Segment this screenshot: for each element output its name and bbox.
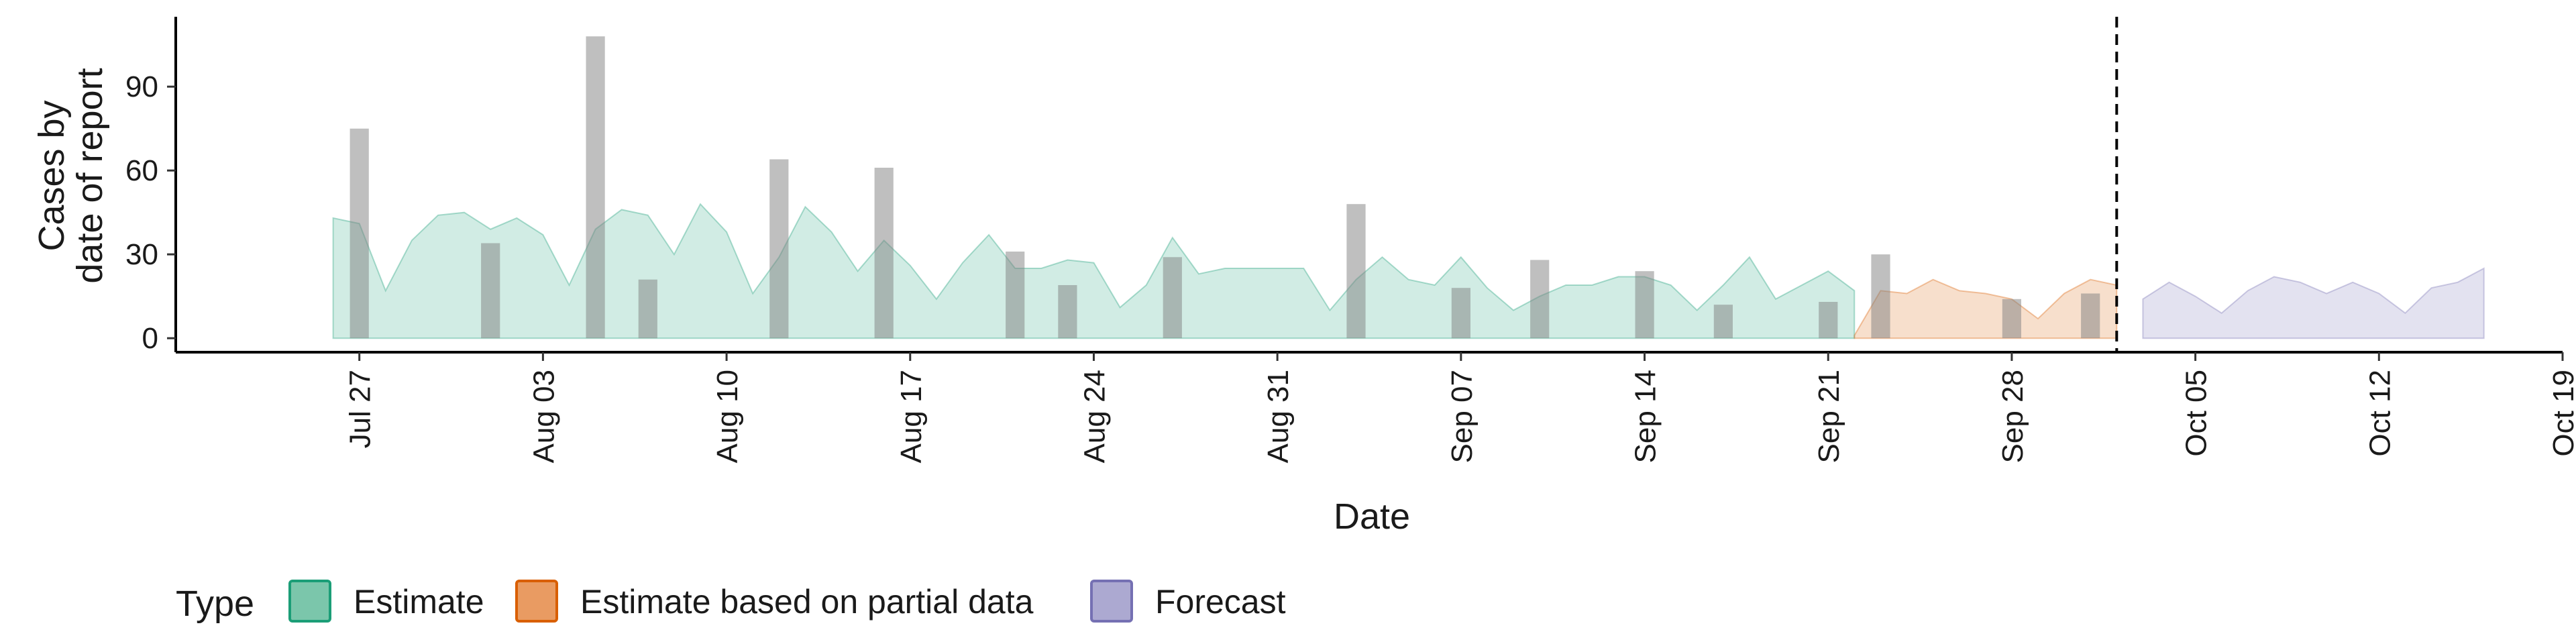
x-tick-label: Sep 28 [1996, 370, 2029, 463]
legend-label-estimate: Estimate [354, 583, 484, 621]
reported-cases-bar [1163, 257, 1182, 339]
reported-cases-bar [769, 159, 789, 339]
x-tick-label: Oct 05 [2180, 370, 2213, 457]
x-tick-label: Aug 10 [711, 370, 744, 463]
reported-cases-bar [1058, 285, 1077, 339]
y-tick-label: 30 [125, 238, 158, 271]
x-tick-label: Oct 19 [2547, 370, 2576, 457]
x-tick-label: Aug 03 [527, 370, 560, 463]
reported-cases-bar [2002, 299, 2021, 339]
legend-label-forecast: Forecast [1155, 583, 1286, 621]
x-axis-title: Date [1334, 496, 1410, 537]
area-estimate-based-on-partial-data [1854, 278, 2118, 339]
y-tick-label: 0 [142, 322, 158, 355]
legend-swatch-forecast [1090, 580, 1133, 623]
area-forecast [2142, 267, 2485, 339]
reported-cases-bar [1713, 305, 1733, 339]
reported-cases-bar [350, 128, 369, 339]
y-axis-title-line-2: date of report [70, 68, 110, 283]
x-axis-ticks: Jul 27 Aug 03 Aug 10 Aug 17 Aug 24 Aug 31 Sep … [344, 352, 2576, 463]
y-axis-ticks: 0 30 60 90 [125, 70, 176, 355]
reported-cases-bar [1635, 271, 1654, 339]
legend-swatch-partial [515, 580, 558, 623]
x-tick-label: Jul 27 [344, 370, 377, 448]
reported-cases-bars [350, 36, 2100, 339]
x-tick-label: Aug 31 [1262, 370, 1295, 463]
legend-title: Type [176, 584, 254, 624]
reported-cases-bar [1819, 302, 1838, 339]
y-tick-label: 90 [125, 70, 158, 103]
reported-cases-bar [481, 243, 500, 339]
reported-cases-bar [1006, 252, 1025, 339]
reported-cases-bar [874, 168, 894, 339]
y-tick-label: 60 [125, 154, 158, 187]
area-estimate [332, 203, 1856, 339]
reported-cases-bar [586, 36, 605, 339]
x-tick-label: Sep 07 [1446, 370, 1479, 463]
x-tick-label: Aug 17 [895, 370, 928, 463]
reported-cases-bar [1530, 260, 1550, 339]
legend-label-partial: Estimate based on partial data [580, 583, 1034, 621]
x-tick-label: Aug 24 [1079, 370, 1112, 463]
estimate-areas [332, 203, 2485, 339]
reported-cases-bar [1871, 254, 1890, 339]
legend: Type Estimate Estimate based on partial … [176, 580, 1286, 624]
reported-cases-bar [2081, 293, 2100, 339]
y-axis-title-line-1: Cases by [32, 100, 72, 251]
legend-swatch-estimate [288, 580, 331, 623]
reported-cases-bar [638, 279, 657, 339]
reported-cases-bar [1451, 288, 1470, 339]
axes [174, 17, 2563, 354]
x-tick-label: Oct 12 [2363, 370, 2396, 457]
reported-cases-bar [1346, 204, 1366, 339]
x-tick-label: Sep 14 [1629, 370, 1662, 463]
x-tick-label: Sep 21 [1813, 370, 1845, 463]
